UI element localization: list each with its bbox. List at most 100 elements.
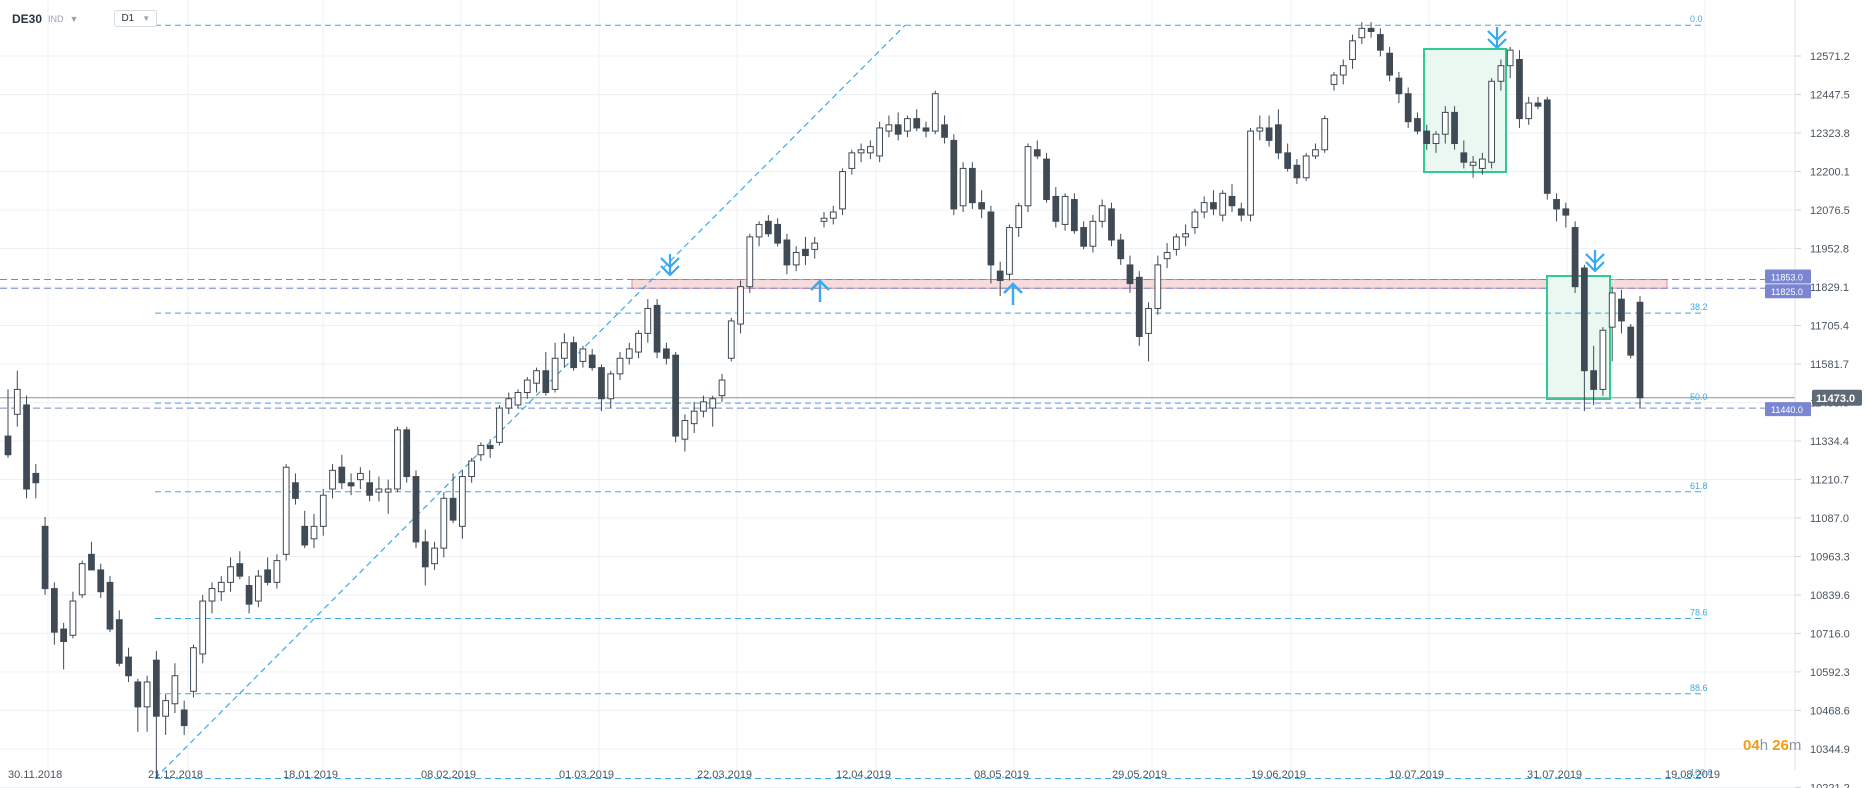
candle-body	[746, 236, 754, 288]
candle	[1219, 190, 1227, 222]
candle	[1117, 233, 1125, 265]
candle	[514, 389, 522, 409]
candle-body	[217, 581, 225, 593]
badge-bg	[1765, 269, 1811, 284]
date-tick-label: 30.11.2018	[8, 769, 62, 781]
candle	[1321, 115, 1329, 153]
candle-body	[190, 647, 197, 692]
candle-body	[922, 127, 930, 132]
timeframe-select[interactable]: D1 ▼	[114, 10, 158, 27]
candle	[1376, 28, 1384, 57]
price-tick-label: 10344.9	[1810, 744, 1850, 756]
arrow-up-shape	[810, 279, 830, 302]
candle-body	[1590, 370, 1598, 390]
candle	[598, 364, 605, 412]
candle-body	[1006, 227, 1013, 275]
candle	[347, 473, 355, 496]
candle	[931, 90, 939, 135]
candle	[13, 370, 21, 427]
candle-body	[1070, 199, 1078, 232]
candle-body	[996, 270, 1004, 281]
candle-body	[755, 223, 763, 238]
candle	[1469, 155, 1477, 178]
candle-body	[727, 320, 735, 359]
candle	[904, 115, 911, 138]
price-tick-label: 11705.4	[1810, 320, 1849, 332]
candle	[1126, 255, 1134, 293]
candle	[1599, 327, 1607, 396]
candle	[1395, 71, 1403, 104]
candle-body	[876, 127, 884, 157]
candle	[264, 557, 272, 586]
candle	[208, 582, 216, 614]
candle	[1043, 152, 1050, 203]
candle	[394, 426, 401, 493]
arrow-down-shape	[660, 254, 680, 277]
candle-body	[208, 588, 216, 602]
candle-body	[1200, 202, 1208, 213]
candle-body	[1488, 80, 1496, 163]
price-tick-label: 12076.5	[1810, 205, 1850, 217]
candle-countdown: 04h 26m	[1743, 737, 1801, 754]
candle	[440, 492, 448, 558]
candle	[245, 576, 253, 614]
candle	[190, 644, 197, 698]
candle-body	[1525, 102, 1533, 120]
candle	[143, 675, 151, 732]
candle-body	[931, 93, 939, 132]
candle	[1293, 159, 1301, 184]
candle	[894, 112, 902, 141]
candle	[23, 395, 30, 499]
candle-body	[700, 401, 707, 412]
chevron-down-icon[interactable]: ▼	[69, 13, 79, 24]
fib-level-label: 50.0	[1690, 392, 1708, 402]
candle	[4, 389, 12, 458]
candle	[152, 650, 160, 779]
price-tick-label: 11334.4	[1810, 436, 1849, 448]
candle	[1163, 243, 1171, 269]
candle-body	[264, 569, 272, 583]
candle-body	[152, 659, 160, 717]
candle-body	[1636, 301, 1644, 399]
candle-body	[783, 239, 791, 266]
candle	[458, 470, 466, 539]
date-tick-label: 12.04.2019	[836, 769, 891, 781]
candle	[1386, 47, 1394, 82]
candle-body	[885, 124, 893, 132]
candle	[774, 218, 782, 247]
candle-body	[1553, 199, 1560, 210]
candle-body	[764, 220, 772, 235]
candle-body	[486, 444, 494, 450]
candle	[301, 510, 309, 549]
candle-body	[421, 541, 429, 568]
candle-body	[802, 248, 809, 257]
candle	[1274, 109, 1282, 160]
fib-level-label: 100.0	[1690, 767, 1713, 777]
candle	[866, 140, 874, 160]
candle	[1571, 221, 1579, 293]
candle-body	[199, 600, 207, 655]
candle-body	[301, 525, 309, 546]
symbol-label[interactable]: DE30	[12, 11, 43, 26]
candle	[746, 233, 754, 293]
price-tick-label: 12200.1	[1810, 167, 1850, 179]
candle-body	[820, 217, 828, 222]
candle-body	[718, 379, 726, 397]
candle-body	[273, 560, 281, 583]
candle	[403, 426, 411, 483]
candle	[1061, 193, 1069, 231]
candle-body	[97, 569, 105, 593]
arrow-down-icon	[660, 254, 680, 277]
price-tick-label: 12447.5	[1810, 90, 1850, 102]
candle-body	[60, 628, 68, 642]
candle	[839, 168, 846, 216]
candle	[802, 236, 809, 265]
candle-body	[588, 354, 596, 369]
candle	[421, 529, 429, 586]
candle	[32, 464, 40, 499]
candle-body	[1256, 127, 1264, 132]
candle-body	[171, 675, 179, 705]
candle	[1098, 199, 1106, 228]
